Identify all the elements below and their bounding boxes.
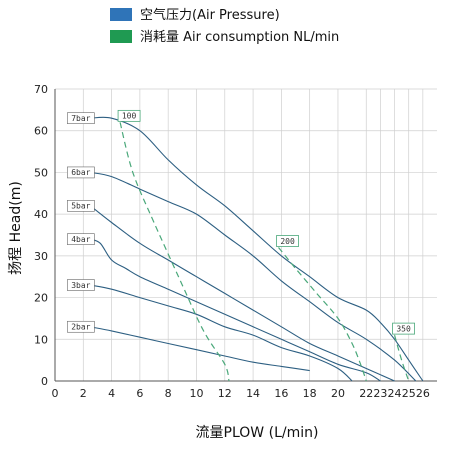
x-tick-label: 26: [416, 387, 430, 400]
pressure-label-box: [67, 166, 95, 179]
y-tick-label: 40: [34, 208, 48, 221]
consumption-line-350: [394, 334, 410, 382]
legend: 空气压力(Air Pressure) 消耗量 Air consumption NL…: [110, 7, 339, 45]
y-tick-label: 20: [34, 292, 48, 305]
pressure-label-box: [67, 279, 95, 291]
y-tick-label: 50: [34, 166, 48, 179]
series-labels: 7bar 6bar 5bar 4bar 3bar 2bar 100 200 350: [67, 109, 415, 335]
pressure-label-box: [67, 320, 95, 333]
pressure-label: 5bar: [71, 202, 90, 211]
pressure-curve-3bar: [90, 284, 353, 382]
x-tick-label: 14: [246, 387, 260, 400]
consumption-label-box: [276, 235, 299, 247]
pressure-curve-6bar: [90, 171, 417, 382]
legend-swatch: [110, 8, 132, 21]
legend-swatch: [110, 30, 132, 43]
y-tick-label: 60: [34, 125, 48, 138]
pressure-label: 3bar: [71, 281, 90, 290]
pressure-label-box: [67, 112, 95, 124]
pressure-curve-2bar: [90, 326, 310, 372]
y-tick-label: 70: [34, 83, 48, 96]
x-tick-label: 2: [80, 387, 87, 400]
consumption-line-100: [119, 122, 230, 382]
x-tick-label: 6: [136, 387, 143, 400]
consumption-label-box: [117, 109, 141, 122]
pressure-label: 7bar: [71, 114, 90, 123]
pressure-label-box: [67, 233, 95, 245]
consumption-label-box: [392, 322, 415, 335]
pressure-curve-7bar: [90, 116, 424, 382]
pressure-label: 6bar: [71, 168, 90, 177]
x-tick-label: 8: [165, 387, 172, 400]
consumption-label: 350: [396, 324, 411, 333]
x-tick-label: 4: [108, 387, 115, 400]
x-tick-label: 20: [331, 387, 345, 400]
series-group: [90, 116, 424, 382]
consumption-line-200: [278, 247, 367, 382]
pressure-curve-4bar: [90, 238, 381, 382]
axes: 0 2 4 6 8 10 12 14 16 18 20 22 23 24 25 260102030405060…: [34, 83, 437, 400]
x-tick-label: 18: [303, 387, 317, 400]
legend-label: 消耗量 Air consumption NL/min: [140, 30, 339, 45]
x-tick-label: 24: [388, 387, 402, 400]
consumption-label: 100: [122, 112, 137, 121]
x-axis-label: 流量PLOW (L/min): [196, 425, 319, 441]
pressure-curve-5bar: [90, 205, 395, 382]
x-tick-label: 0: [52, 387, 59, 400]
y-axis-label: 扬程 Head(m): [8, 181, 24, 275]
x-tick-label: 25: [402, 387, 416, 400]
legend-label: 空气压力(Air Pressure): [140, 7, 280, 23]
pressure-label: 4bar: [71, 235, 90, 244]
y-tick-label: 10: [34, 333, 48, 346]
consumption-label: 200: [280, 237, 295, 246]
x-tick-label: 12: [218, 387, 232, 400]
pressure-label: 2bar: [71, 323, 90, 332]
x-tick-label: 16: [274, 387, 288, 400]
y-tick-label: 0: [41, 375, 48, 388]
x-tick-label: 23: [373, 387, 387, 400]
x-tick-label: 10: [189, 387, 203, 400]
y-tick-label: 30: [34, 250, 48, 263]
x-tick-label: 22: [359, 387, 373, 400]
pressure-label-box: [67, 200, 95, 212]
grid: [54, 88, 437, 382]
